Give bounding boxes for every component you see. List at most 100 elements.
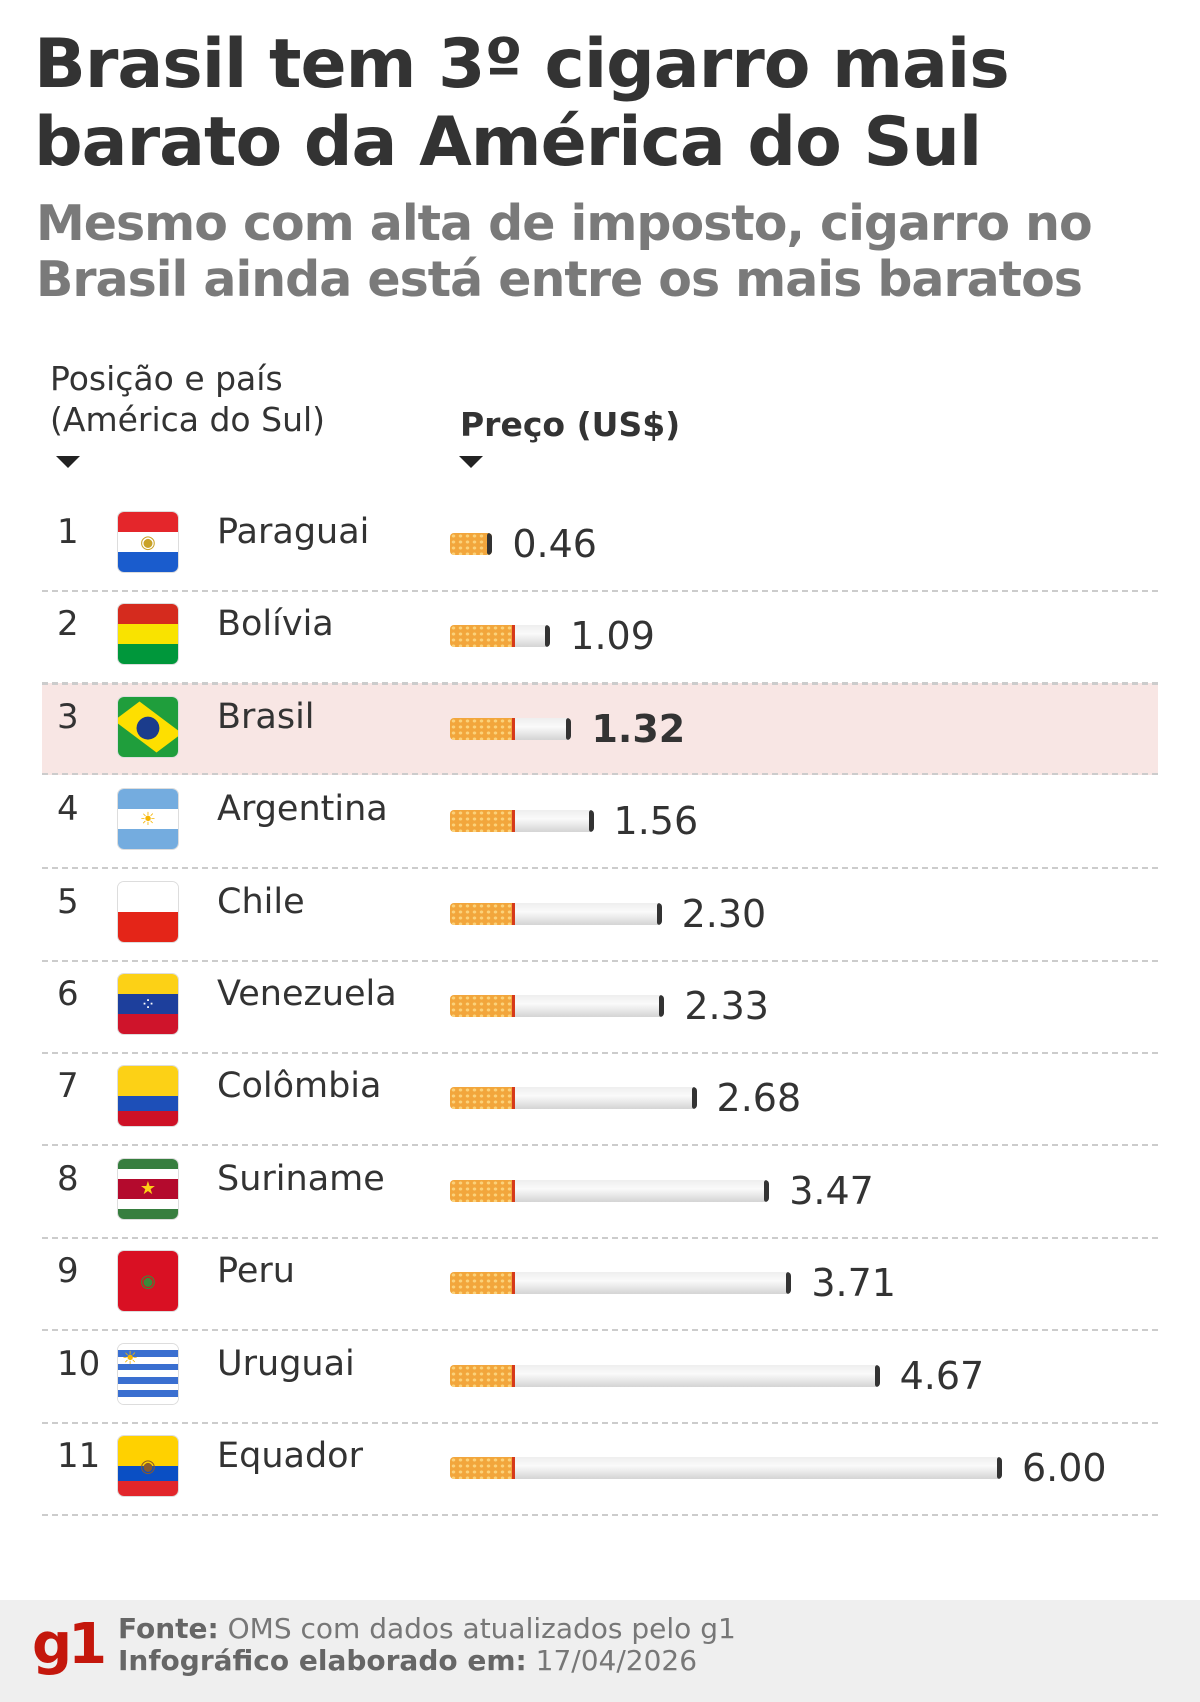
date-line: Infográfico elaborado em: 17/04/2026: [118, 1644, 697, 1677]
flag-icon: ☀: [118, 1343, 178, 1404]
data-label: 1.32: [591, 706, 686, 751]
ecuador-emblem-icon: ◉: [140, 1455, 156, 1477]
cigarette-filter: [450, 1457, 515, 1479]
flag-icon: ★: [118, 1158, 178, 1219]
table-row: 10 ☀ Uruguai 4.67: [42, 1332, 1158, 1424]
rank: 11: [57, 1436, 101, 1476]
cigarette-filter: [450, 995, 515, 1017]
data-label: 1.56: [613, 799, 699, 844]
page-subtitle: Mesmo com alta de imposto, cigarro no Br…: [36, 195, 1093, 308]
data-label: 1.09: [570, 614, 655, 659]
stars-arc-icon: ⁘: [140, 993, 156, 1015]
footer: g1 Fonte: OMS com dados atualizados pelo…: [0, 1600, 1200, 1702]
cigarette-tip: [786, 1272, 792, 1295]
country-name: Bolívia: [217, 604, 334, 645]
table-row: 9 ◉ Peru 3.71: [42, 1239, 1158, 1332]
rank: 8: [57, 1158, 79, 1199]
flag-icon: ◉: [118, 512, 178, 572]
cigarette-tip: [874, 1364, 880, 1387]
data-label: 2.68: [716, 1076, 802, 1121]
bar: [450, 533, 493, 555]
cigarette-tip: [545, 625, 551, 648]
country-name: Uruguai: [217, 1343, 355, 1384]
data-label: 2.33: [684, 984, 769, 1028]
flag-icon: ☀: [118, 789, 178, 850]
bar: [450, 902, 662, 925]
flag-icon: [118, 1066, 178, 1127]
table-row: 5 ★ Chile 2.30: [42, 870, 1158, 962]
source-label: Fonte:: [118, 1612, 219, 1645]
bar: [450, 1364, 880, 1387]
bar: [450, 1087, 697, 1110]
peru-emblem-icon: ◉: [140, 1270, 156, 1292]
rank: 3: [57, 696, 79, 737]
flag-icon: ◉: [118, 1251, 178, 1312]
data-label: 4.67: [899, 1353, 985, 1398]
cigarette-tip: [691, 1087, 697, 1110]
cigarette-filter: [450, 533, 493, 555]
country-name: Colômbia: [217, 1066, 382, 1107]
rank: 2: [57, 604, 79, 645]
arrow-down-icon: [56, 456, 80, 468]
bar: [450, 1272, 792, 1295]
cigarette-filter: [450, 717, 515, 740]
flag-icon: ⁘: [118, 974, 178, 1034]
sun-icon: ☀: [139, 808, 157, 830]
date-text: 17/04/2026: [535, 1644, 698, 1677]
data-label: 2.30: [681, 891, 767, 936]
date-label: Infográfico elaborado em:: [118, 1644, 527, 1677]
rank: 1: [57, 512, 79, 552]
cigarette-filter: [450, 1364, 515, 1387]
cigarette-filter: [450, 1179, 515, 1202]
rank: 5: [57, 881, 79, 922]
country-name: Paraguai: [217, 512, 370, 552]
table-row: 6 ⁘ Venezuela 2.33: [42, 962, 1158, 1054]
brazil-globe-icon: ●: [134, 709, 162, 745]
data-label: 3.47: [789, 1168, 874, 1213]
bar: [450, 995, 665, 1017]
cigarette-filter: [450, 902, 515, 925]
bar: [450, 810, 594, 833]
data-label: 6.00: [1022, 1446, 1107, 1490]
country-name: Argentina: [217, 789, 388, 830]
page-title: Brasil tem 3º cigarro mais barato da Amé…: [34, 25, 1010, 182]
table-row: 8 ★ Suriname 3.47: [42, 1147, 1158, 1239]
bar: [450, 717, 572, 740]
cigarette-filter: [450, 810, 515, 833]
rank: 7: [57, 1066, 79, 1107]
g1-logo: g1: [32, 1612, 107, 1677]
table-row: 2 Bolívia 1.09: [42, 592, 1158, 685]
table-row: 1 ◉ Paraguai 0.46: [42, 500, 1158, 592]
flag-icon: ◉: [118, 1436, 178, 1496]
cigarette-tip: [487, 533, 493, 555]
bar: [450, 1457, 1002, 1479]
cigarette-filter: [450, 1272, 515, 1295]
source-text: OMS com dados atualizados pelo g1: [227, 1612, 736, 1645]
cigarette-tip: [659, 995, 665, 1017]
star-icon: ★: [126, 883, 143, 905]
bar: [450, 625, 551, 648]
cigarette-tip: [997, 1457, 1002, 1479]
cigarette-tip: [764, 1179, 770, 1202]
flag-icon: [118, 604, 178, 665]
flag-icon: ●: [118, 696, 178, 757]
star-icon: ★: [139, 1178, 157, 1200]
table-row: 3 ● Brasil 1.32: [42, 682, 1158, 775]
cigarette-filter: [450, 625, 515, 648]
cigarette-tip: [588, 810, 594, 833]
price-column-header: Preço (US$): [460, 405, 681, 444]
source-line: Fonte: OMS com dados atualizados pelo g1: [118, 1612, 736, 1645]
country-name: Chile: [217, 881, 305, 922]
country-name: Equador: [217, 1436, 363, 1476]
rank: 9: [57, 1251, 79, 1292]
rank: 4: [57, 789, 79, 830]
rank: 10: [57, 1343, 101, 1384]
cigarette-tip: [566, 717, 572, 740]
country-name: Brasil: [217, 696, 315, 737]
table-row: 11 ◉ Equador 6.00: [42, 1424, 1158, 1516]
bar: [450, 1179, 770, 1202]
country-column-header: Posição e país (América do Sul): [50, 359, 326, 439]
country-name: Peru: [217, 1251, 295, 1292]
arrow-down-icon: [459, 456, 483, 468]
data-label: 0.46: [512, 522, 597, 566]
